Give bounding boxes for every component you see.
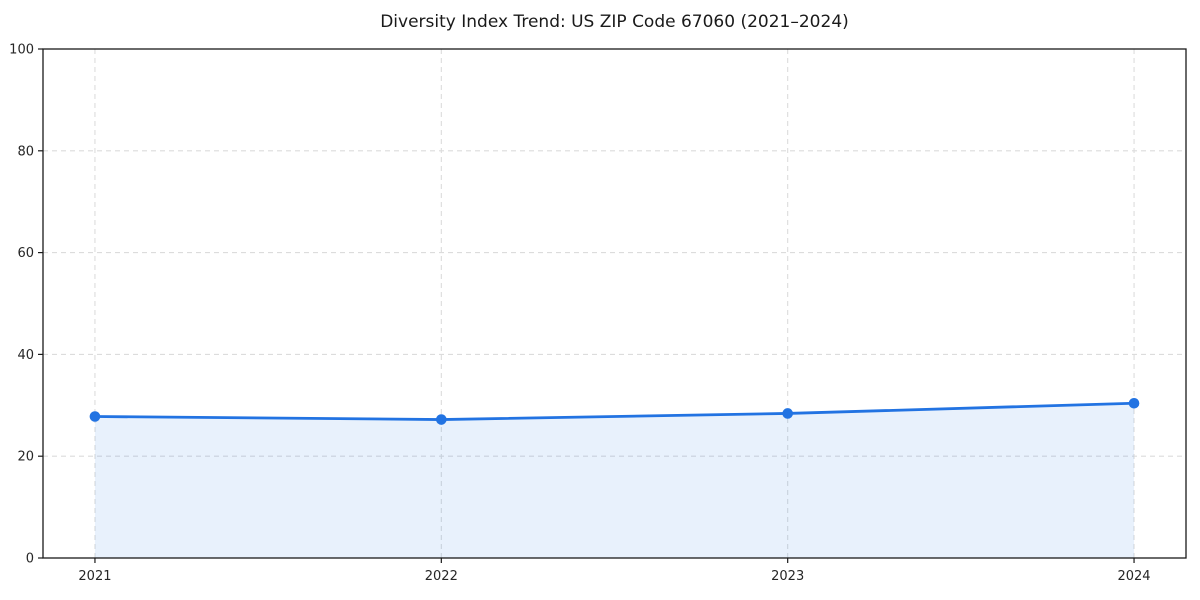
data-point xyxy=(1128,397,1140,409)
y-tick-label: 60 xyxy=(17,246,34,261)
area-fill xyxy=(94,403,1135,558)
x-tick-label: 2023 xyxy=(771,569,804,584)
y-tick-label: 20 xyxy=(17,450,34,465)
plot-border xyxy=(42,48,1187,559)
x-tick-label: 2022 xyxy=(425,569,458,584)
y-tick-label: 80 xyxy=(17,144,34,159)
data-point xyxy=(89,411,101,422)
data-point xyxy=(782,408,793,419)
trend-line xyxy=(93,401,1136,421)
chart-title: Diversity Index Trend: US ZIP Code 67060… xyxy=(380,12,849,32)
y-tick-label: 100 xyxy=(9,43,34,58)
x-tick-label: 2021 xyxy=(78,569,111,584)
x-tick-label: 2024 xyxy=(1117,569,1150,584)
data-point xyxy=(436,414,447,425)
y-tick-label: 0 xyxy=(26,552,34,567)
y-tick-label: 40 xyxy=(17,348,34,363)
